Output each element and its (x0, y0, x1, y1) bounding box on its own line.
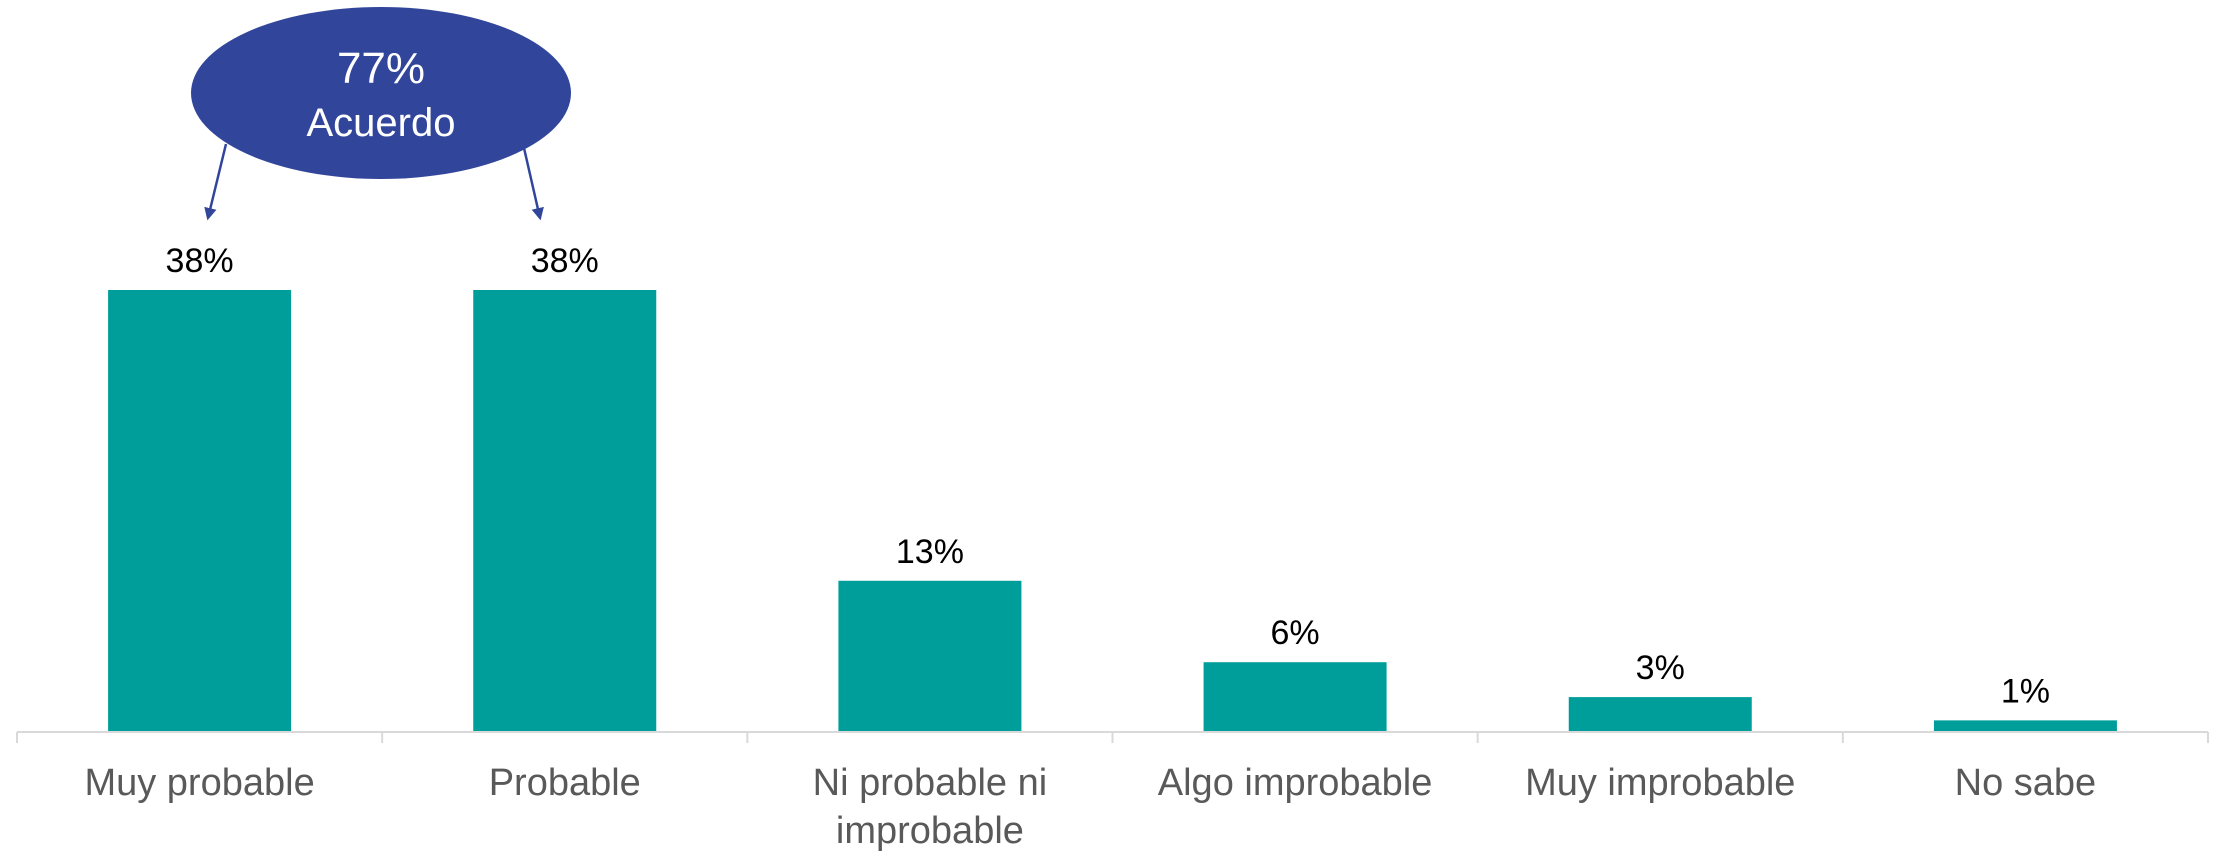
bar (1933, 720, 2117, 732)
callout-ellipse (191, 7, 571, 179)
value-label: 6% (1271, 614, 1320, 652)
category-label: improbable (836, 810, 1024, 852)
callout-value: 77% (337, 44, 425, 93)
value-labels: 38% 38% 13% 6% 3% 1% (166, 242, 2050, 710)
category-label: Probable (489, 762, 641, 804)
value-label: 38% (531, 242, 599, 280)
category-label: Ni probable ni (813, 762, 1047, 804)
bar (838, 580, 1022, 732)
category-label: Muy probable (84, 762, 314, 804)
category-label: Muy improbable (1525, 762, 1795, 804)
category-label: No sabe (1955, 762, 2097, 804)
value-label: 3% (1636, 649, 1685, 687)
bar (108, 290, 292, 732)
value-label: 38% (166, 242, 234, 280)
value-label: 13% (896, 533, 964, 571)
value-label: 1% (2001, 672, 2050, 710)
bar (1203, 662, 1387, 732)
x-axis (16, 731, 2209, 743)
callout-arrow-right (522, 147, 544, 221)
bars (108, 290, 2117, 732)
bar (1568, 697, 1752, 732)
category-labels: Muy probable Probable Ni probable ni improb… (84, 762, 2096, 852)
bar (473, 290, 657, 732)
callout-arrow-left (204, 143, 228, 221)
callout-label: Acuerdo (307, 101, 456, 145)
category-label: Algo improbable (1158, 762, 1433, 804)
agreement-callout: 77% Acuerdo (191, 7, 571, 221)
